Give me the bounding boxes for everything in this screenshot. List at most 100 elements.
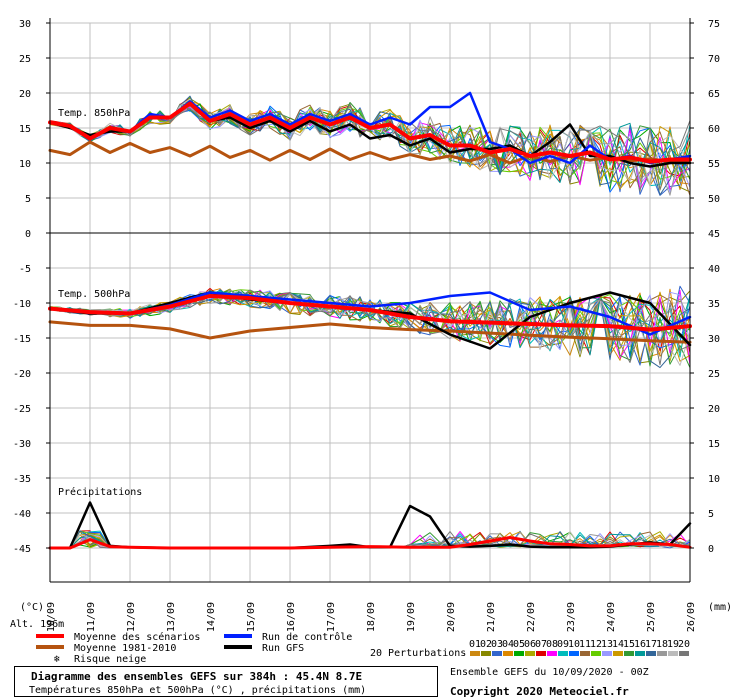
x-date-label: 11/09 — [86, 602, 97, 632]
meanPr-line — [48, 536, 692, 550]
right-tick-label: 60 — [708, 124, 720, 135]
perturbation-swatch — [536, 651, 546, 656]
perturbation-swatch — [591, 651, 601, 656]
perturbation-swatch — [657, 651, 667, 656]
left-tick-label: -35 — [13, 474, 31, 485]
left-tick-label: -40 — [13, 509, 31, 520]
x-date-label: 23/09 — [566, 602, 577, 632]
perturbation-swatch — [635, 651, 645, 656]
perturbation-swatch — [624, 651, 634, 656]
left-tick-label: 0 — [25, 229, 31, 240]
x-date-label: 26/09 — [686, 602, 697, 632]
x-date-label: 19/09 — [406, 602, 417, 632]
right-tick-label: 25 — [708, 369, 720, 380]
perturbation-swatch — [613, 651, 623, 656]
legend-label: Moyenne des scénarios — [74, 631, 200, 643]
left-tick-label: 15 — [19, 124, 31, 135]
panel-label: Précipitations — [58, 486, 142, 498]
perturbation-id: 01 — [469, 639, 481, 650]
perturbation-id: 03 — [491, 639, 503, 650]
right-tick-label: 0 — [708, 544, 714, 555]
left-tick-label: 10 — [19, 159, 31, 170]
perturbation-id: 07 — [535, 639, 547, 650]
left-tick-label: 30 — [19, 19, 31, 30]
perturbation-id: 05 — [513, 639, 525, 650]
perturbation-id: 18 — [656, 639, 668, 650]
right-tick-label: 70 — [708, 54, 720, 65]
perturbation-swatch — [580, 651, 590, 656]
left-axis-unit: (°C) — [20, 602, 44, 613]
left-tick-label: -15 — [13, 334, 31, 345]
perturbation-swatch — [668, 651, 678, 656]
perturbations-label: 20 Perturbations — [370, 648, 466, 659]
perturbation-swatch — [503, 651, 513, 656]
perturbation-swatch — [470, 651, 480, 656]
main-series-lines — [48, 91, 692, 550]
perturbation-id: 20 — [678, 639, 690, 650]
perturbation-swatch — [525, 651, 535, 656]
perturbation-swatch — [602, 651, 612, 656]
altitude-label: Alt. 196m — [10, 619, 64, 630]
x-date-label: 17/09 — [326, 602, 337, 632]
clim500-line — [48, 320, 692, 344]
perturbation-id: 11 — [579, 639, 591, 650]
perturbation-id: 13 — [601, 639, 613, 650]
perturbation-id: 09 — [557, 639, 569, 650]
x-date-label: 25/09 — [646, 602, 657, 632]
right-tick-label: 30 — [708, 334, 720, 345]
perturbation-id: 10 — [568, 639, 580, 650]
copyright: Copyright 2020 Meteociel.fr — [450, 685, 629, 698]
perturbation-swatch — [679, 651, 689, 656]
ctrl850-line — [48, 91, 692, 165]
left-tick-label: -5 — [19, 264, 31, 275]
right-tick-label: 65 — [708, 89, 720, 100]
legend-label: Moyenne 1981-2010 — [74, 643, 176, 654]
mean850-line — [48, 101, 692, 164]
perturbation-id: 08 — [546, 639, 558, 650]
chart-title: Diagramme des ensembles GEFS sur 384h : … — [31, 670, 363, 683]
right-tick-label: 35 — [708, 299, 720, 310]
right-tick-label: 55 — [708, 159, 720, 170]
x-date-label: 18/09 — [366, 602, 377, 632]
perturbation-swatch — [547, 651, 557, 656]
right-tick-label: 75 — [708, 19, 720, 30]
x-date-label: 24/09 — [606, 602, 617, 632]
right-tick-label: 15 — [708, 439, 720, 450]
left-tick-label: -30 — [13, 439, 31, 450]
right-tick-label: 45 — [708, 229, 720, 240]
panel-label: Temp. 500hPa — [58, 289, 130, 300]
perturbation-swatch — [492, 651, 502, 656]
x-date-label: 15/09 — [246, 602, 257, 632]
x-date-label: 21/09 — [486, 602, 497, 632]
legend-label: Risque neige — [74, 654, 146, 665]
legend-label: Run de contrôle — [262, 631, 352, 643]
left-tick-label: -25 — [13, 404, 31, 415]
x-date-label: 22/09 — [526, 602, 537, 632]
right-tick-label: 40 — [708, 264, 720, 275]
x-date-label: 20/09 — [446, 602, 457, 632]
perturbation-id: 17 — [645, 639, 657, 650]
chart-axes: 302520151050-5-10-15-20-25-30-35-40-4575… — [10, 18, 732, 632]
x-date-label: 12/09 — [126, 602, 137, 632]
perturbation-id: 04 — [502, 639, 514, 650]
chart-title-box: Diagramme des ensembles GEFS sur 384h : … — [14, 666, 438, 697]
right-tick-label: 50 — [708, 194, 720, 205]
chart-labels: Temp. 850hPa Temp. 500hPa Précipitations — [58, 108, 142, 498]
perturbation-id: 06 — [524, 639, 536, 650]
panel-label: Temp. 850hPa — [58, 108, 130, 119]
x-date-label: 13/09 — [166, 602, 177, 632]
left-tick-label: 20 — [19, 89, 31, 100]
perturbation-swatch — [569, 651, 579, 656]
mean500-line — [48, 294, 692, 332]
perturbation-swatch — [514, 651, 524, 656]
left-tick-label: -45 — [13, 544, 31, 555]
perturbation-id: 02 — [480, 639, 492, 650]
run-info: Ensemble GEFS du 10/09/2020 - 00Z — [450, 667, 649, 678]
snowflake-icon: ❄ — [54, 654, 61, 665]
perturbation-id: 15 — [623, 639, 635, 650]
perturbation-id: 19 — [667, 639, 679, 650]
left-tick-label: -20 — [13, 369, 31, 380]
left-tick-label: 5 — [25, 194, 31, 205]
